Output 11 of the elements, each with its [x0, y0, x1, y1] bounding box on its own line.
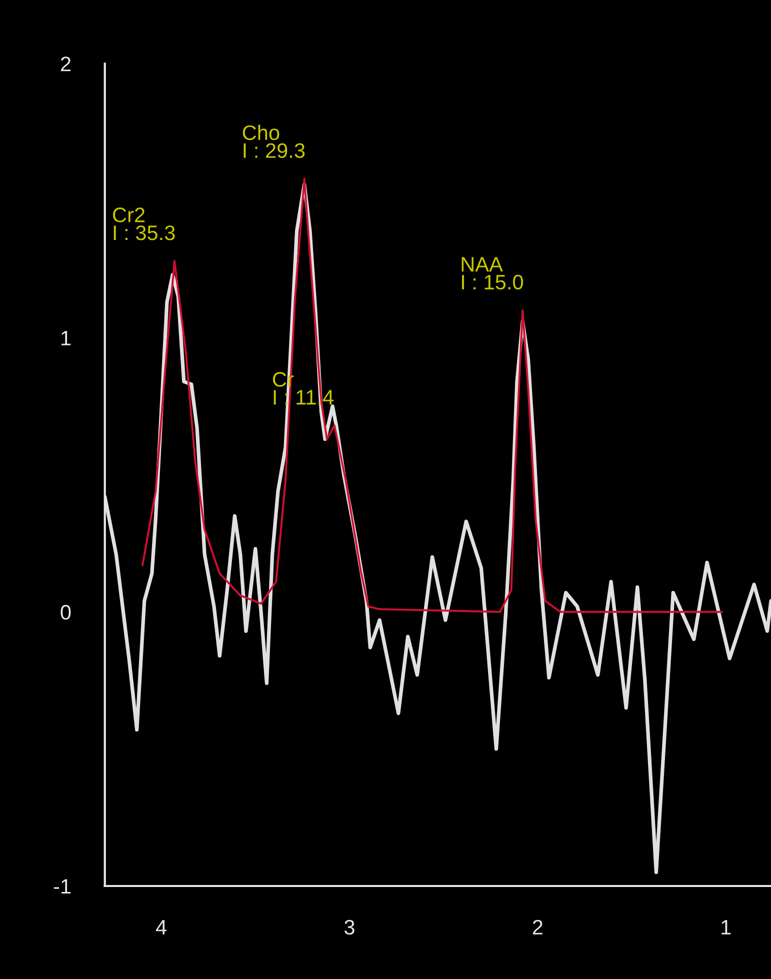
annotation: Cr2 I : 35.3 [113, 208, 175, 240]
x-tick-label: 1 [722, 920, 731, 934]
x-tick-label: 3 [344, 920, 354, 935]
y-tick-label: 1 [62, 330, 71, 346]
x-tick-label: 2 [532, 920, 542, 934]
annotation: Cho I : 29.3 [242, 124, 305, 158]
annotation: NAA I : 15.0 [462, 257, 523, 290]
y-tick-label: -1 [54, 879, 71, 894]
y-tick-label: 0 [60, 604, 71, 620]
x-tick-label: 4 [156, 920, 166, 934]
y-tick-label: 2 [60, 56, 70, 72]
